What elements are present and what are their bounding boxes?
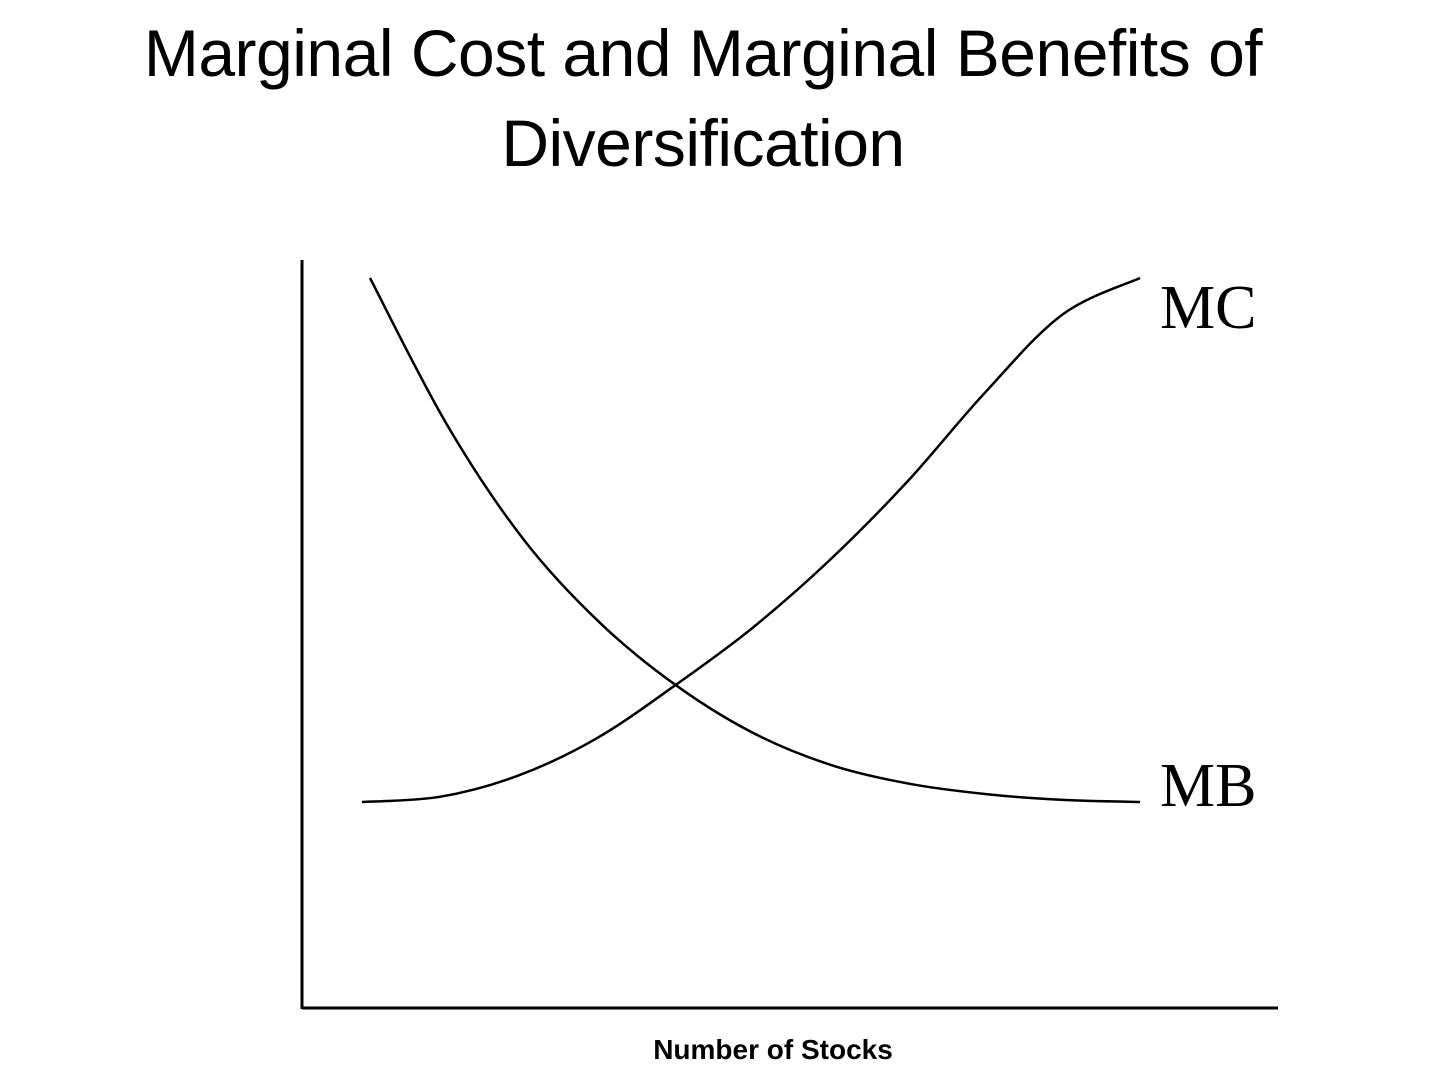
mb-label: MB xyxy=(1160,752,1256,820)
mc-curve xyxy=(361,276,1141,804)
chart-title: Marginal Cost and Marginal Benefits of D… xyxy=(143,16,1263,180)
x-axis-label: Number of Stocks xyxy=(653,1034,893,1065)
mb-curve xyxy=(368,277,1141,804)
mc-label: MC xyxy=(1160,274,1256,342)
